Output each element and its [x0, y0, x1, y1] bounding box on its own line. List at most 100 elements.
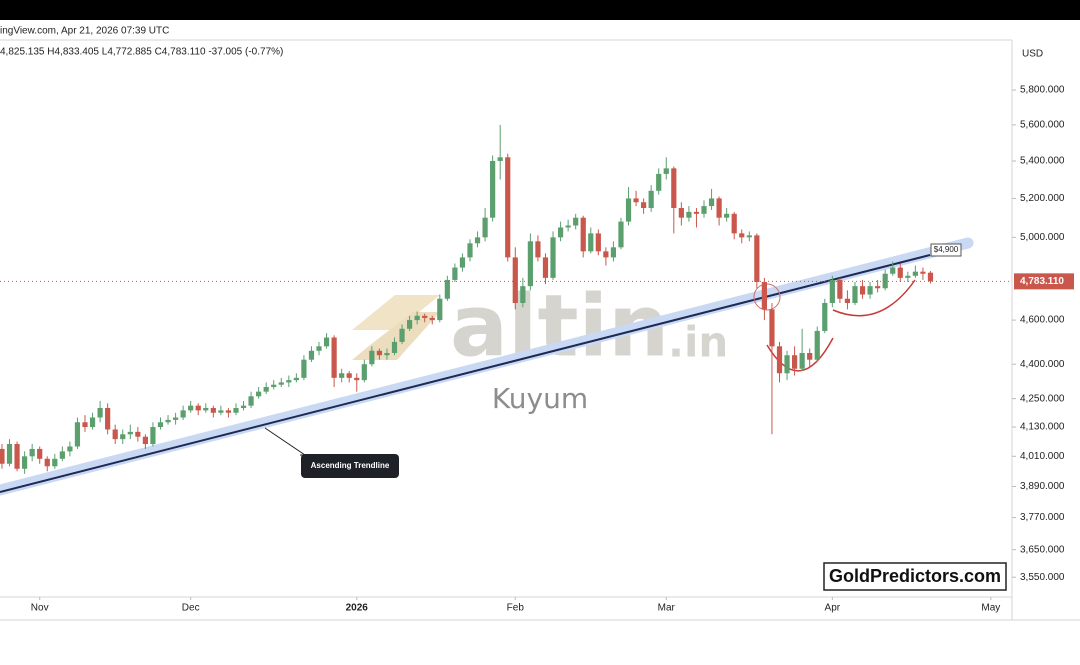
y-tick-label: 5,600.000 — [1020, 120, 1065, 131]
candle-body — [603, 251, 609, 258]
y-tick-label: 4,400.000 — [1020, 359, 1065, 370]
candle-body — [776, 346, 783, 374]
candle-body — [807, 352, 813, 360]
candle-body — [157, 422, 164, 428]
candle-body — [263, 387, 269, 392]
candle-body — [625, 198, 632, 222]
candle-body — [256, 391, 262, 397]
candle-body — [225, 410, 232, 413]
y-tick-label: 3,770.000 — [1020, 512, 1065, 523]
candle-body — [112, 429, 118, 440]
x-tick-label: May — [981, 603, 1000, 614]
y-tick-label: 4,130.000 — [1020, 422, 1065, 433]
x-tick-label: Apr — [825, 603, 841, 614]
candle-body — [452, 267, 458, 280]
candle-body — [610, 247, 617, 258]
candle-body — [837, 279, 843, 299]
candle-body — [308, 350, 315, 360]
candle-body — [671, 168, 677, 209]
candle-body — [210, 408, 216, 413]
candle-body — [527, 241, 533, 287]
candle-body — [127, 431, 133, 435]
trendline — [0, 254, 931, 493]
candle-body — [180, 410, 186, 418]
x-tick-label: 2026 — [346, 603, 369, 614]
candle-body — [346, 373, 352, 378]
cup-arc — [832, 279, 916, 317]
candle-body — [0, 448, 5, 464]
candle-body — [59, 451, 65, 459]
candle-body — [580, 217, 586, 252]
candle-body — [875, 286, 881, 289]
candle-body — [542, 257, 549, 278]
candle-body — [120, 434, 126, 440]
level-label-box — [930, 243, 962, 257]
candle-body — [44, 458, 50, 467]
candle-body — [844, 298, 851, 303]
candle-body — [814, 330, 820, 360]
top-bar — [0, 0, 1080, 20]
candle-body — [172, 417, 179, 420]
candle-body — [376, 350, 383, 356]
candle-body — [618, 221, 624, 248]
candle-body — [240, 405, 247, 409]
candle-body — [739, 233, 745, 238]
candle-body — [905, 275, 911, 278]
x-tick-label: Mar — [658, 603, 676, 614]
candle-body — [74, 422, 81, 447]
trendline-band — [0, 237, 974, 496]
candle-body — [927, 272, 934, 282]
candle-body — [14, 444, 20, 469]
candle-body — [708, 198, 715, 207]
candle-body — [852, 286, 858, 303]
candle-body — [724, 213, 730, 218]
y-tick-label: 3,550.000 — [1020, 572, 1065, 583]
candle-body — [490, 160, 496, 218]
candle-body — [188, 405, 194, 411]
candle-body — [429, 317, 435, 321]
candle-body — [701, 206, 707, 214]
candle-body — [407, 320, 413, 329]
annotation-text: Ascending Trendline — [311, 461, 390, 470]
candle-body — [656, 173, 662, 191]
candle-body — [331, 337, 337, 378]
candle-body — [437, 298, 443, 321]
candle-body — [648, 190, 654, 209]
candle-body — [678, 208, 684, 218]
candle-body — [867, 286, 873, 295]
candle-body — [595, 233, 601, 252]
candle-body — [361, 364, 367, 381]
candle-body — [105, 408, 111, 430]
candle-body — [391, 341, 398, 353]
plot — [0, 124, 1012, 474]
candle-body — [784, 355, 790, 374]
candle-body — [316, 346, 322, 351]
candle-body — [369, 350, 375, 365]
candle-body — [573, 217, 579, 226]
y-tick-label: 3,890.000 — [1020, 481, 1065, 492]
candle-body — [89, 417, 96, 428]
candle-body — [588, 233, 594, 252]
candle-body — [82, 422, 88, 428]
highlight-circle — [753, 283, 781, 311]
candle-body — [467, 243, 473, 258]
candle-body — [278, 382, 284, 385]
candle-body — [271, 384, 277, 388]
candle-body — [731, 213, 737, 234]
candle-body — [799, 352, 805, 369]
candle-body — [248, 396, 254, 406]
y-tick-label: 5,800.000 — [1020, 85, 1065, 96]
candle-body — [354, 377, 360, 381]
candle-body — [37, 448, 43, 459]
brand: GoldPredictors.com — [829, 566, 1001, 586]
y-tick-label: 4,600.000 — [1020, 315, 1065, 326]
candle-body — [505, 157, 511, 258]
candle-body — [399, 328, 405, 342]
x-tick-label: Dec — [182, 603, 200, 614]
candle-body — [693, 211, 700, 214]
candle-body — [422, 315, 428, 318]
candle-body — [339, 373, 345, 378]
logo-shape — [352, 312, 440, 360]
candle-body — [754, 235, 760, 282]
header-ohlc: 4,825.135 H4,833.405 L4,772.885 C4,783.1… — [0, 47, 283, 58]
